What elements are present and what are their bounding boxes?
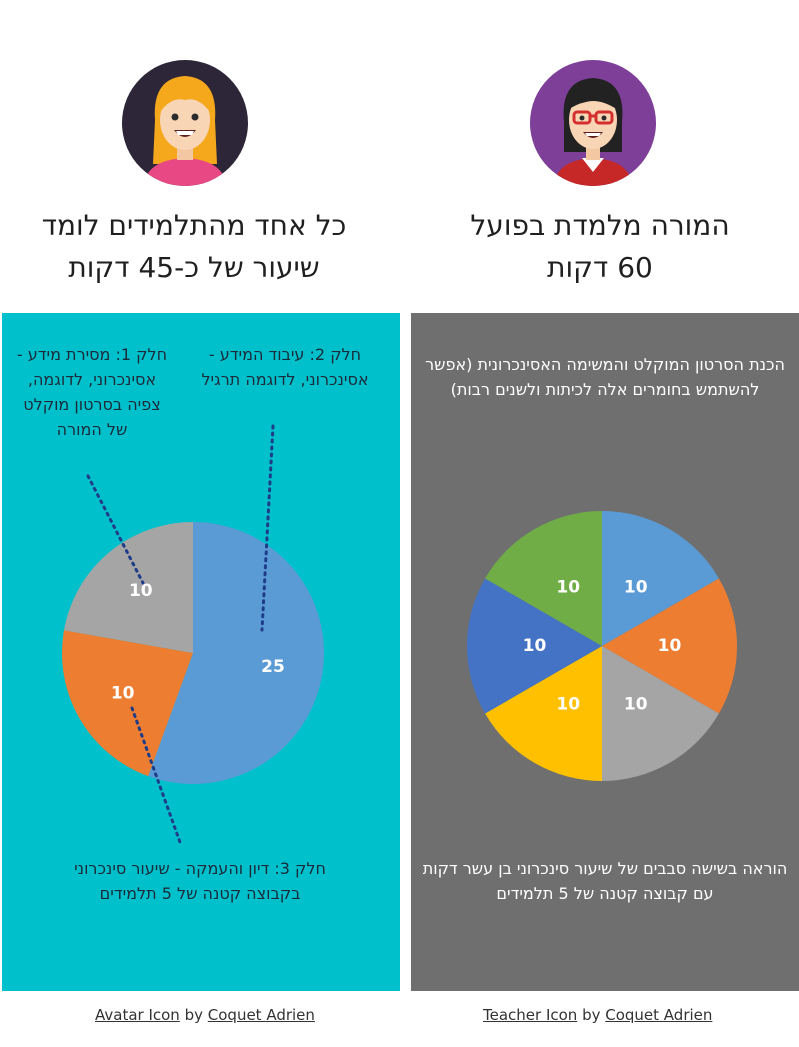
teacher-pie-slice-label-3: 10 xyxy=(624,694,648,714)
part2-note: חלק 2: עיבוד המידע - אסינכרוני, לדוגמה ת… xyxy=(201,345,369,389)
teacher-heading-line2: 60 דקות xyxy=(547,251,653,284)
student-pie-slice-2 xyxy=(62,630,194,777)
student-pie-slice-1 xyxy=(148,522,324,785)
part1-leader-line xyxy=(86,474,145,585)
student-heading: כל אחד מהתלמידים לומד שיעור של כ-45 דקות xyxy=(4,205,384,289)
teacher-heading: המורה מלמדת בפועל 60 דקות xyxy=(410,205,790,289)
student-icon-credit: Avatar Icon by Coquet Adrien xyxy=(95,1006,315,1024)
teacher-heading-line1: המורה מלמדת בפועל xyxy=(470,209,730,242)
student-heading-line2: שיעור של כ-45 דקות xyxy=(68,251,320,284)
student-heading-line1: כל אחד מהתלמידים לומד xyxy=(41,209,347,242)
teacher-pie-slice-2 xyxy=(602,578,737,714)
part3-leader-line xyxy=(130,706,183,847)
teacher-pie-slice-label-5: 10 xyxy=(523,636,547,656)
credit-by-text: by xyxy=(577,1006,606,1024)
avatar-author-link[interactable]: Coquet Adrien xyxy=(207,1006,315,1024)
teacher-pie-slice-5 xyxy=(467,578,602,714)
part3-note: חלק 3: דיון והעמקה - שיעור סינכרוני בקבו… xyxy=(74,859,326,903)
student-avatar-icon xyxy=(122,60,248,186)
teacher-icon-credit: Teacher Icon by Coquet Adrien xyxy=(483,1006,712,1024)
credit-by-text: by xyxy=(179,1006,208,1024)
teacher-pie-slice-4 xyxy=(485,646,602,781)
student-pie-slice-3 xyxy=(63,522,193,653)
student-pie-slice-label-3: 10 xyxy=(129,581,153,601)
teacher-pie-slice-label-4: 10 xyxy=(556,694,580,714)
student-pie-slice-label-1: 25 xyxy=(261,657,285,677)
student-pie-slice-label-2: 10 xyxy=(111,684,135,704)
teach-note: הוראה בשישה סבבים של שיעור סינכרוני בן ע… xyxy=(422,859,788,903)
teacher-pie-slice-label-2: 10 xyxy=(658,636,682,656)
teacher-pie-slice-6 xyxy=(485,511,602,646)
teacher-pie-slice-3 xyxy=(602,646,719,781)
teacher-pie-chart: 10 10 10 10 10 10 xyxy=(467,511,737,781)
student-pie-chart: 25 10 10 xyxy=(62,522,324,785)
teacher-pie-slice-1 xyxy=(602,511,719,646)
leader-lines xyxy=(86,424,275,847)
teacher-pie-slice-label-6: 10 xyxy=(556,578,580,598)
avatar-icon-link[interactable]: Avatar Icon xyxy=(95,1006,180,1024)
teacher-pie-slice-label-1: 10 xyxy=(624,578,648,598)
part2-leader-line xyxy=(260,424,275,632)
teacher-avatar-icon xyxy=(530,60,656,186)
prep-note: הכנת הסרטון המוקלט והמשימה האסינכרונית (… xyxy=(425,355,785,399)
part1-note: חלק 1: מסירת מידע - אסינכרוני, לדוגמה, צ… xyxy=(16,345,168,439)
teacher-author-link[interactable]: Coquet Adrien xyxy=(605,1006,713,1024)
teacher-icon-link[interactable]: Teacher Icon xyxy=(483,1006,578,1024)
